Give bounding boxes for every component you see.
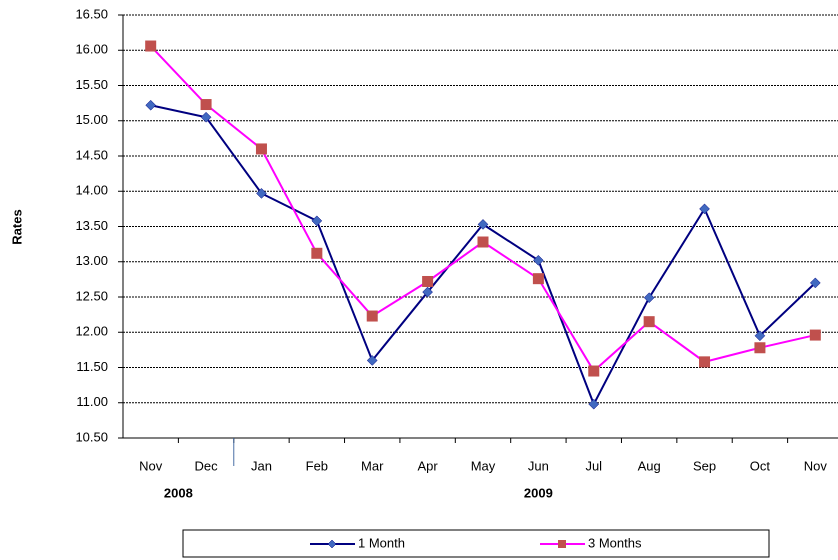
- marker: [643, 316, 655, 328]
- x-tick-label: Jan: [251, 458, 272, 473]
- y-tick-label: 13.00: [75, 253, 108, 268]
- marker: [327, 539, 337, 549]
- x-tick-label: Jun: [528, 458, 549, 473]
- marker: [588, 398, 600, 410]
- y-tick-label: 14.00: [75, 183, 108, 198]
- marker: [145, 99, 157, 111]
- marker: [366, 355, 378, 366]
- marker: [532, 273, 544, 285]
- marker: [533, 254, 544, 266]
- marker: [699, 356, 711, 368]
- marker: [311, 215, 323, 227]
- y-tick-label: 16.50: [75, 6, 108, 21]
- legend-label: 1 Month: [358, 535, 405, 550]
- marker: [643, 292, 655, 304]
- y-tick-label: 13.50: [75, 218, 108, 233]
- series-line: [149, 45, 816, 373]
- x-tick-label: Feb: [306, 458, 328, 473]
- marker: [754, 330, 766, 342]
- y-tick-label: 10.50: [75, 429, 108, 444]
- marker: [809, 329, 821, 341]
- marker: [558, 540, 566, 548]
- y-axis-label: Rates: [9, 209, 24, 244]
- marker: [366, 310, 378, 322]
- x-tick-label: Aug: [638, 458, 661, 473]
- marker: [145, 40, 157, 52]
- x-tick-label: Sep: [693, 458, 716, 473]
- x-tick-label: Mar: [361, 458, 384, 473]
- x-tick-label: Nov: [804, 458, 828, 473]
- marker: [422, 275, 434, 287]
- legend: [182, 529, 770, 558]
- x-tick-label: May: [471, 458, 496, 473]
- group-label: 2008: [164, 485, 193, 500]
- y-tick-label: 15.50: [75, 77, 108, 92]
- marker: [809, 277, 821, 289]
- y-tick-label: 14.50: [75, 147, 108, 162]
- y-tick-label: 11.00: [76, 394, 108, 409]
- marker: [255, 143, 267, 155]
- y-tick-label: 16.00: [75, 42, 108, 57]
- x-tick-label: Jul: [585, 458, 602, 473]
- marker: [477, 236, 489, 248]
- y-tick-label: 12.50: [75, 288, 108, 303]
- marker: [588, 365, 600, 377]
- y-tick-label: 12.00: [75, 324, 108, 339]
- marker: [477, 219, 489, 230]
- marker: [754, 342, 766, 354]
- marker: [200, 111, 212, 123]
- x-tick-label: Dec: [195, 458, 219, 473]
- y-tick-label: 15.00: [75, 112, 108, 127]
- marker: [699, 203, 710, 215]
- marker: [422, 286, 433, 298]
- group-label: 2009: [524, 485, 553, 500]
- x-tick-label: Nov: [139, 458, 163, 473]
- x-tick-label: Apr: [417, 458, 438, 473]
- marker: [311, 247, 323, 259]
- y-tick-label: 11.50: [76, 359, 108, 374]
- x-tick-label: Oct: [750, 458, 771, 473]
- marker: [256, 188, 267, 199]
- legend-label: 3 Months: [588, 535, 642, 550]
- marker: [200, 99, 212, 111]
